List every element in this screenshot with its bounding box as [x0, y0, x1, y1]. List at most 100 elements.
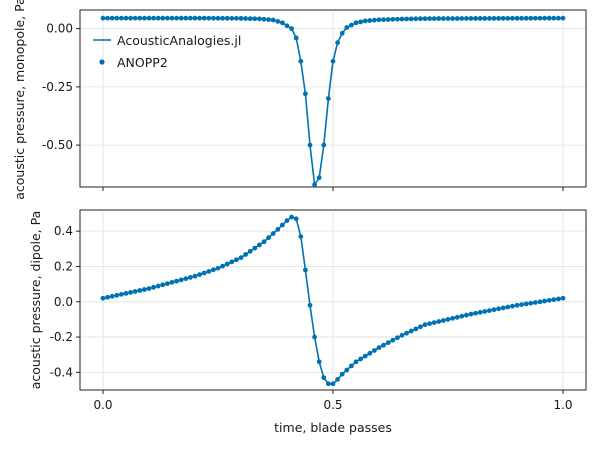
series-marker-dipole	[165, 281, 170, 286]
series-marker-dipole	[551, 297, 557, 303]
series-marker-monopole	[119, 15, 124, 21]
series-marker-dipole	[445, 317, 451, 322]
x-tick-label: 0.0	[93, 398, 112, 412]
series-marker-monopole	[252, 16, 258, 22]
series-marker-monopole	[381, 17, 386, 23]
series-marker-dipole	[174, 278, 180, 284]
series-marker-dipole	[307, 302, 313, 308]
series-marker-monopole	[289, 26, 294, 32]
series-marker-dipole	[523, 301, 529, 307]
series-marker-monopole	[293, 35, 299, 41]
series-marker-monopole	[197, 15, 203, 21]
series-marker-dipole	[330, 381, 336, 387]
series-marker-dipole	[464, 312, 469, 318]
series-marker-monopole	[183, 15, 189, 21]
series-marker-dipole	[206, 269, 212, 274]
y-tick-label: -0.2	[50, 330, 73, 344]
x-tick-label: 0.5	[323, 398, 342, 412]
series-marker-monopole	[224, 15, 230, 21]
series-marker-monopole	[367, 18, 373, 23]
series-marker-dipole	[450, 315, 455, 321]
series-marker-monopole	[128, 15, 134, 21]
series-marker-monopole	[114, 15, 120, 21]
series-marker-dipole	[169, 279, 175, 285]
series-marker-monopole	[551, 15, 557, 21]
series-marker-monopole	[533, 15, 538, 21]
series-marker-monopole	[418, 16, 423, 22]
series-marker-dipole	[385, 340, 391, 346]
series-marker-monopole	[142, 15, 147, 21]
series-marker-dipole	[224, 261, 230, 267]
series-marker-monopole	[519, 15, 524, 21]
series-marker-monopole	[556, 15, 561, 21]
series-marker-dipole	[436, 319, 442, 324]
series-marker-dipole	[413, 326, 419, 332]
series-marker-dipole	[100, 295, 106, 301]
series-marker-dipole	[201, 270, 207, 276]
series-marker-dipole	[284, 218, 290, 223]
series-marker-dipole	[109, 293, 115, 299]
series-marker-dipole	[312, 334, 317, 340]
series-marker-dipole	[335, 377, 340, 382]
y-tick-label: -0.4	[50, 365, 73, 379]
series-marker-dipole	[372, 348, 377, 353]
series-marker-dipole	[468, 311, 474, 317]
series-marker-dipole	[542, 298, 547, 304]
series-marker-dipole	[560, 295, 566, 301]
legend-entry-anopp2: ANOPP2	[117, 55, 168, 70]
series-marker-monopole	[473, 16, 478, 21]
series-marker-dipole	[537, 299, 543, 305]
series-marker-monopole	[344, 25, 350, 30]
series-marker-dipole	[132, 289, 138, 294]
series-marker-dipole	[303, 267, 308, 273]
series-marker-dipole	[422, 322, 428, 328]
y-tick-label: -0.50	[42, 138, 73, 152]
series-dipole	[100, 214, 566, 387]
series-marker-monopole	[450, 16, 455, 21]
series-marker-dipole	[238, 255, 244, 261]
series-marker-monopole	[362, 18, 368, 24]
series-marker-monopole	[436, 16, 442, 21]
series-marker-dipole	[381, 342, 386, 348]
legend: AcousticAnalogies.jl ANOPP2	[93, 33, 241, 70]
series-marker-monopole	[109, 15, 115, 21]
series-marker-monopole	[201, 15, 207, 21]
series-marker-monopole	[211, 15, 216, 21]
series-marker-dipole	[234, 257, 239, 263]
series-marker-monopole	[132, 15, 138, 21]
series-marker-dipole	[123, 290, 129, 296]
series-marker-monopole	[312, 182, 317, 188]
grid-monopole	[80, 10, 586, 187]
series-marker-dipole	[431, 320, 437, 325]
series-marker-monopole	[459, 16, 465, 21]
series-marker-monopole	[482, 16, 488, 21]
series-marker-monopole	[165, 15, 170, 21]
y-axis-label-monopole: acoustic pressure, monopole, Pa	[12, 0, 27, 200]
series-marker-dipole	[339, 371, 345, 377]
series-marker-dipole	[155, 283, 161, 289]
series-marker-dipole	[496, 306, 501, 312]
series-marker-monopole	[234, 15, 239, 21]
series-marker-monopole	[353, 20, 359, 26]
series-marker-monopole	[445, 16, 451, 21]
series-marker-monopole	[266, 17, 271, 23]
series-marker-monopole	[335, 40, 340, 46]
series-marker-dipole	[316, 359, 322, 365]
panel-monopole: 0.00 -0.25 -0.50 acoustic pressure, monopo…	[12, 0, 587, 200]
series-marker-dipole	[358, 356, 363, 362]
series-marker-monopole	[542, 15, 547, 21]
series-marker-monopole	[330, 58, 336, 64]
series-marker-dipole	[344, 367, 350, 373]
series-marker-monopole	[487, 16, 492, 21]
series-marker-monopole	[303, 91, 308, 97]
series-marker-monopole	[307, 142, 313, 148]
series-marker-monopole	[284, 23, 290, 29]
series-marker-dipole	[482, 309, 488, 314]
series-marker-monopole	[192, 15, 198, 21]
series-marker-dipole	[390, 337, 396, 343]
series-marker-dipole	[362, 353, 368, 359]
series-marker-monopole	[247, 16, 253, 22]
series-marker-dipole	[119, 291, 124, 297]
series-marker-monopole	[270, 17, 276, 23]
